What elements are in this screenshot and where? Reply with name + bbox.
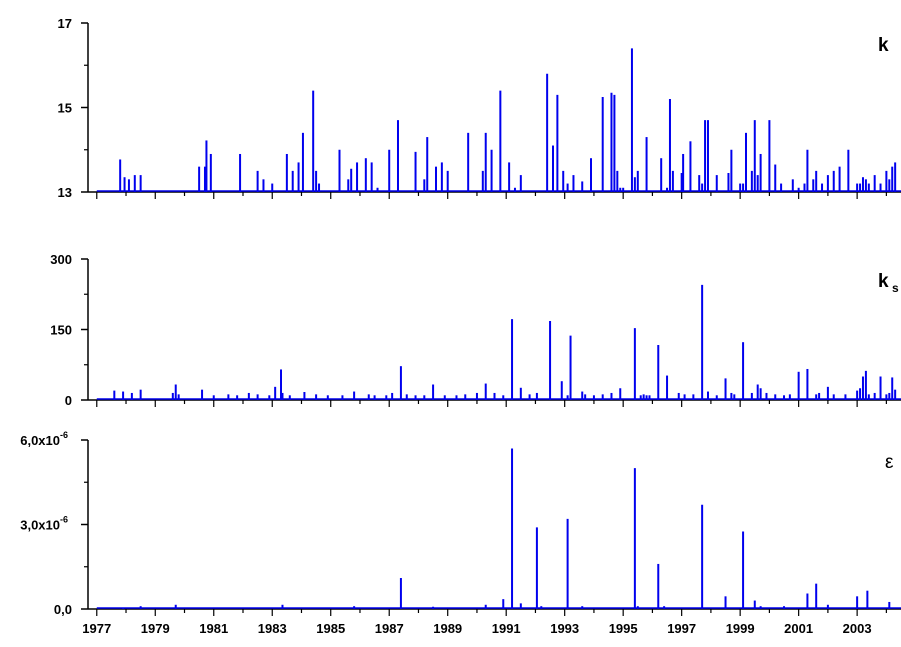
y-tick-label: 3,0x10 [20, 518, 60, 533]
y-tick-label: 0 [65, 393, 72, 408]
panel-label: ε [885, 452, 894, 473]
x-tick-label: 1987 [375, 621, 404, 636]
x-tick-label: 2001 [784, 621, 813, 636]
y-tick-label: 17 [58, 16, 72, 31]
y-tick-label: 6,0x10 [20, 433, 60, 448]
y-tick-label: 15 [58, 101, 72, 116]
x-tick-label: 1981 [199, 621, 228, 636]
x-tick-label: 1999 [726, 621, 755, 636]
y-tick-label: 150 [50, 323, 72, 338]
x-tick-label: 1977 [82, 621, 111, 636]
x-tick-label: 1995 [609, 621, 638, 636]
x-tick-label: 1993 [550, 621, 579, 636]
x-tick-label: 1991 [492, 621, 521, 636]
y-tick-label: 0,0 [54, 602, 72, 617]
y-tick-exponent: -6 [60, 430, 68, 440]
x-tick-label: 1989 [433, 621, 462, 636]
x-tick-label: 1983 [258, 621, 287, 636]
panel-2: 0 150 300 k s [50, 252, 901, 408]
panel-1: 13 15 17 k [58, 16, 901, 200]
y-tick-label: 300 [50, 252, 72, 267]
y-tick-exponent: -6 [60, 515, 68, 525]
panel-label-subscript: s [892, 281, 899, 295]
x-tick-label: 1997 [667, 621, 696, 636]
x-tick-label: 1985 [316, 621, 345, 636]
panel-label: k [878, 271, 889, 292]
panel-label: k [878, 35, 889, 56]
panel-3: 0,03,0x10 -66,0x10 -6ε [20, 430, 901, 617]
y-tick-label: 13 [58, 185, 72, 200]
x-tick-label: 1979 [141, 621, 170, 636]
x-tick-label: 2003 [843, 621, 872, 636]
